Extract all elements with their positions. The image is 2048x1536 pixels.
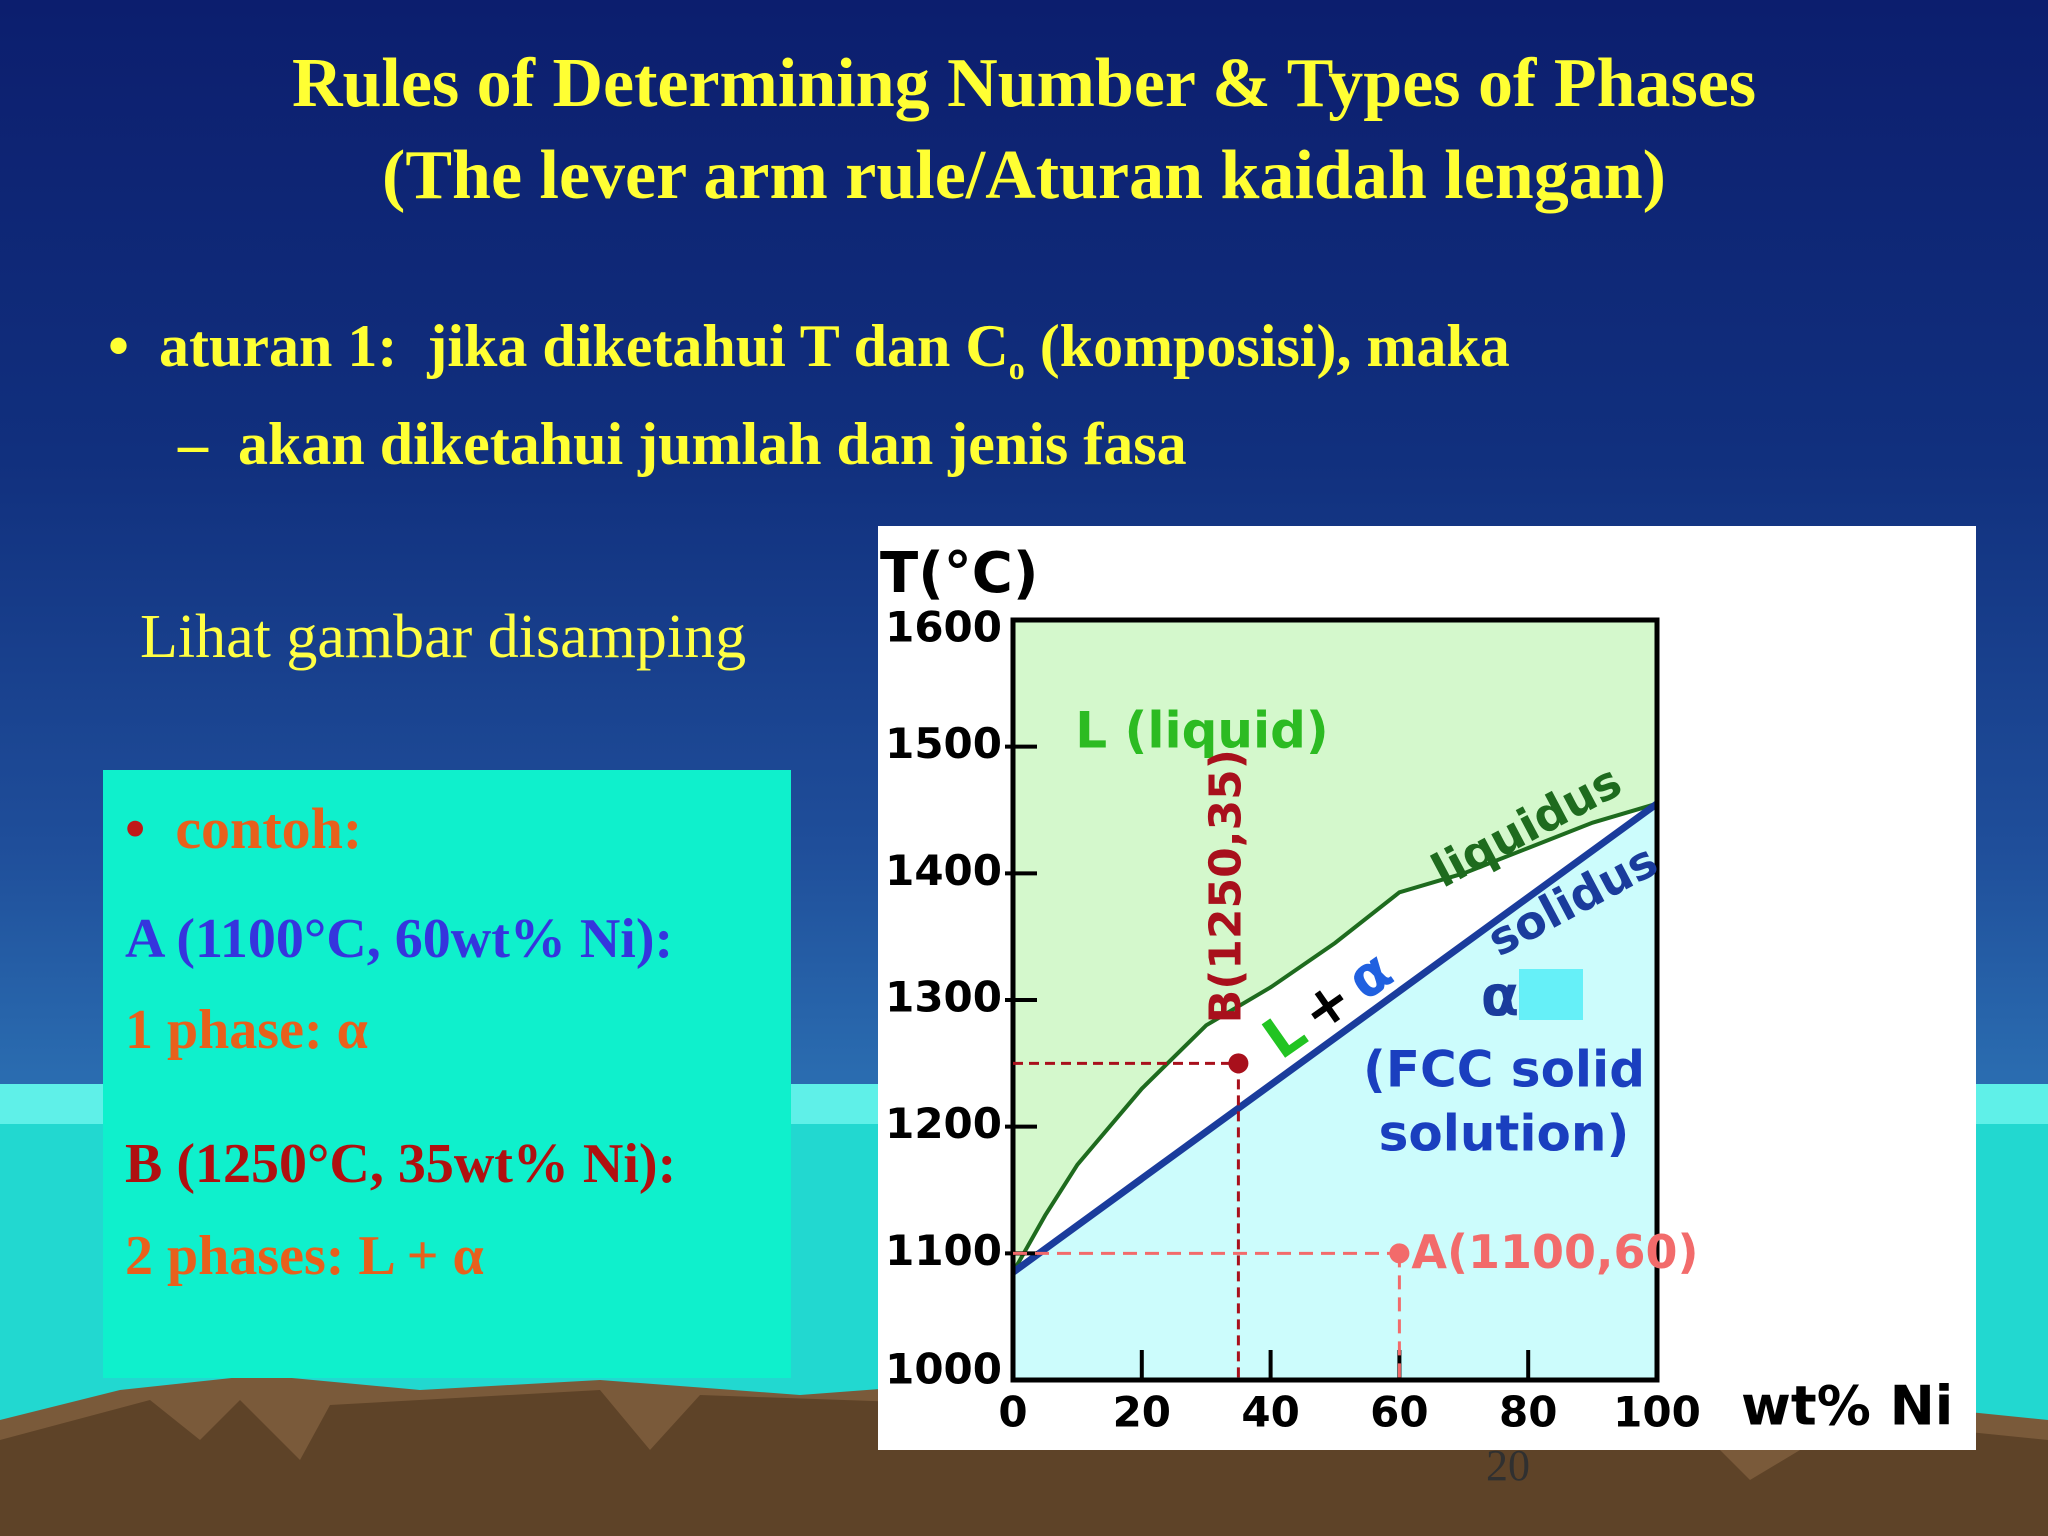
liquid-label: L (liquid) xyxy=(1075,702,1329,760)
bullet-line: • aturan 1: jika diketahui T dan Co (komp… xyxy=(108,312,1510,387)
point-label: A(1100,60) xyxy=(1411,1225,1698,1279)
x-axis-label: wt% Ni xyxy=(1741,1375,1953,1438)
sub-rule-text: akan diketahui jumlah dan jenis fasa xyxy=(238,411,1187,477)
example-b-result: 2 phases: L + α xyxy=(125,1225,484,1287)
example-b: B (1250°C, 35wt% Ni): xyxy=(125,1133,677,1195)
y-tick-label: 1000 xyxy=(885,1345,1002,1394)
example-heading: • contoh: xyxy=(125,795,362,862)
bullet: • xyxy=(125,796,146,861)
alpha-label: α xyxy=(1481,964,1519,1029)
page-number: 20 xyxy=(1486,1441,1530,1490)
phase-diagram: 1000 1100 1200 1300 1400 1500 1600 0 20 40 60 80 100… xyxy=(878,526,1976,1450)
data-point xyxy=(1389,1243,1410,1264)
highlight-box xyxy=(1519,969,1583,1020)
y-tick-label: 1200 xyxy=(885,1099,1002,1148)
x-tick-label: 100 xyxy=(1613,1388,1701,1437)
title-line: Rules of Determining Number & Types of P… xyxy=(291,45,1757,122)
rule-text: aturan 1: jika diketahui T dan C xyxy=(159,313,1009,379)
rule-text: (komposisi), maka xyxy=(1024,313,1510,379)
x-tick-label: 60 xyxy=(1370,1388,1428,1437)
solid-region xyxy=(1013,803,1657,1380)
x-tick-label: 20 xyxy=(1113,1388,1171,1437)
y-tick-label: 1400 xyxy=(885,846,1002,895)
data-point xyxy=(1228,1053,1249,1074)
example-a-result: 1 phase: α xyxy=(125,999,368,1061)
y-tick-label: 1100 xyxy=(885,1226,1002,1275)
y-tick-label: 1500 xyxy=(885,719,1002,768)
liquidus-line xyxy=(1011,801,1658,1274)
title-line: (The lever arm rule/Aturan kaidah lengan… xyxy=(382,137,1666,214)
bullet: • xyxy=(108,313,130,379)
y-tick-label: 1600 xyxy=(885,603,1002,652)
y-tick-label: 1300 xyxy=(885,973,1002,1022)
x-tick-label: 80 xyxy=(1499,1388,1557,1437)
solidus-line xyxy=(1010,800,1660,1276)
x-tick-label: 0 xyxy=(998,1388,1027,1437)
sub-bullet-line: – akan diketahui jumlah dan jenis fasa xyxy=(178,410,1187,479)
example-a: A (1100°C, 60wt% Ni): xyxy=(125,908,674,970)
x-tick-label: 40 xyxy=(1241,1388,1299,1437)
point-label: B(1250,35) xyxy=(1200,749,1251,1023)
example-box: • contoh: A (1100°C, 60wt% Ni): 1 phase: … xyxy=(103,770,791,1378)
y-axis-label: T(°C) xyxy=(880,541,1038,606)
heading-text: contoh: xyxy=(175,796,363,861)
alpha-description: solution) xyxy=(1379,1105,1630,1163)
note: Lihat gambar disamping xyxy=(140,603,747,671)
alpha-description: (FCC solid xyxy=(1363,1041,1645,1099)
subscript: o xyxy=(1008,350,1025,386)
dash: – xyxy=(178,411,208,477)
